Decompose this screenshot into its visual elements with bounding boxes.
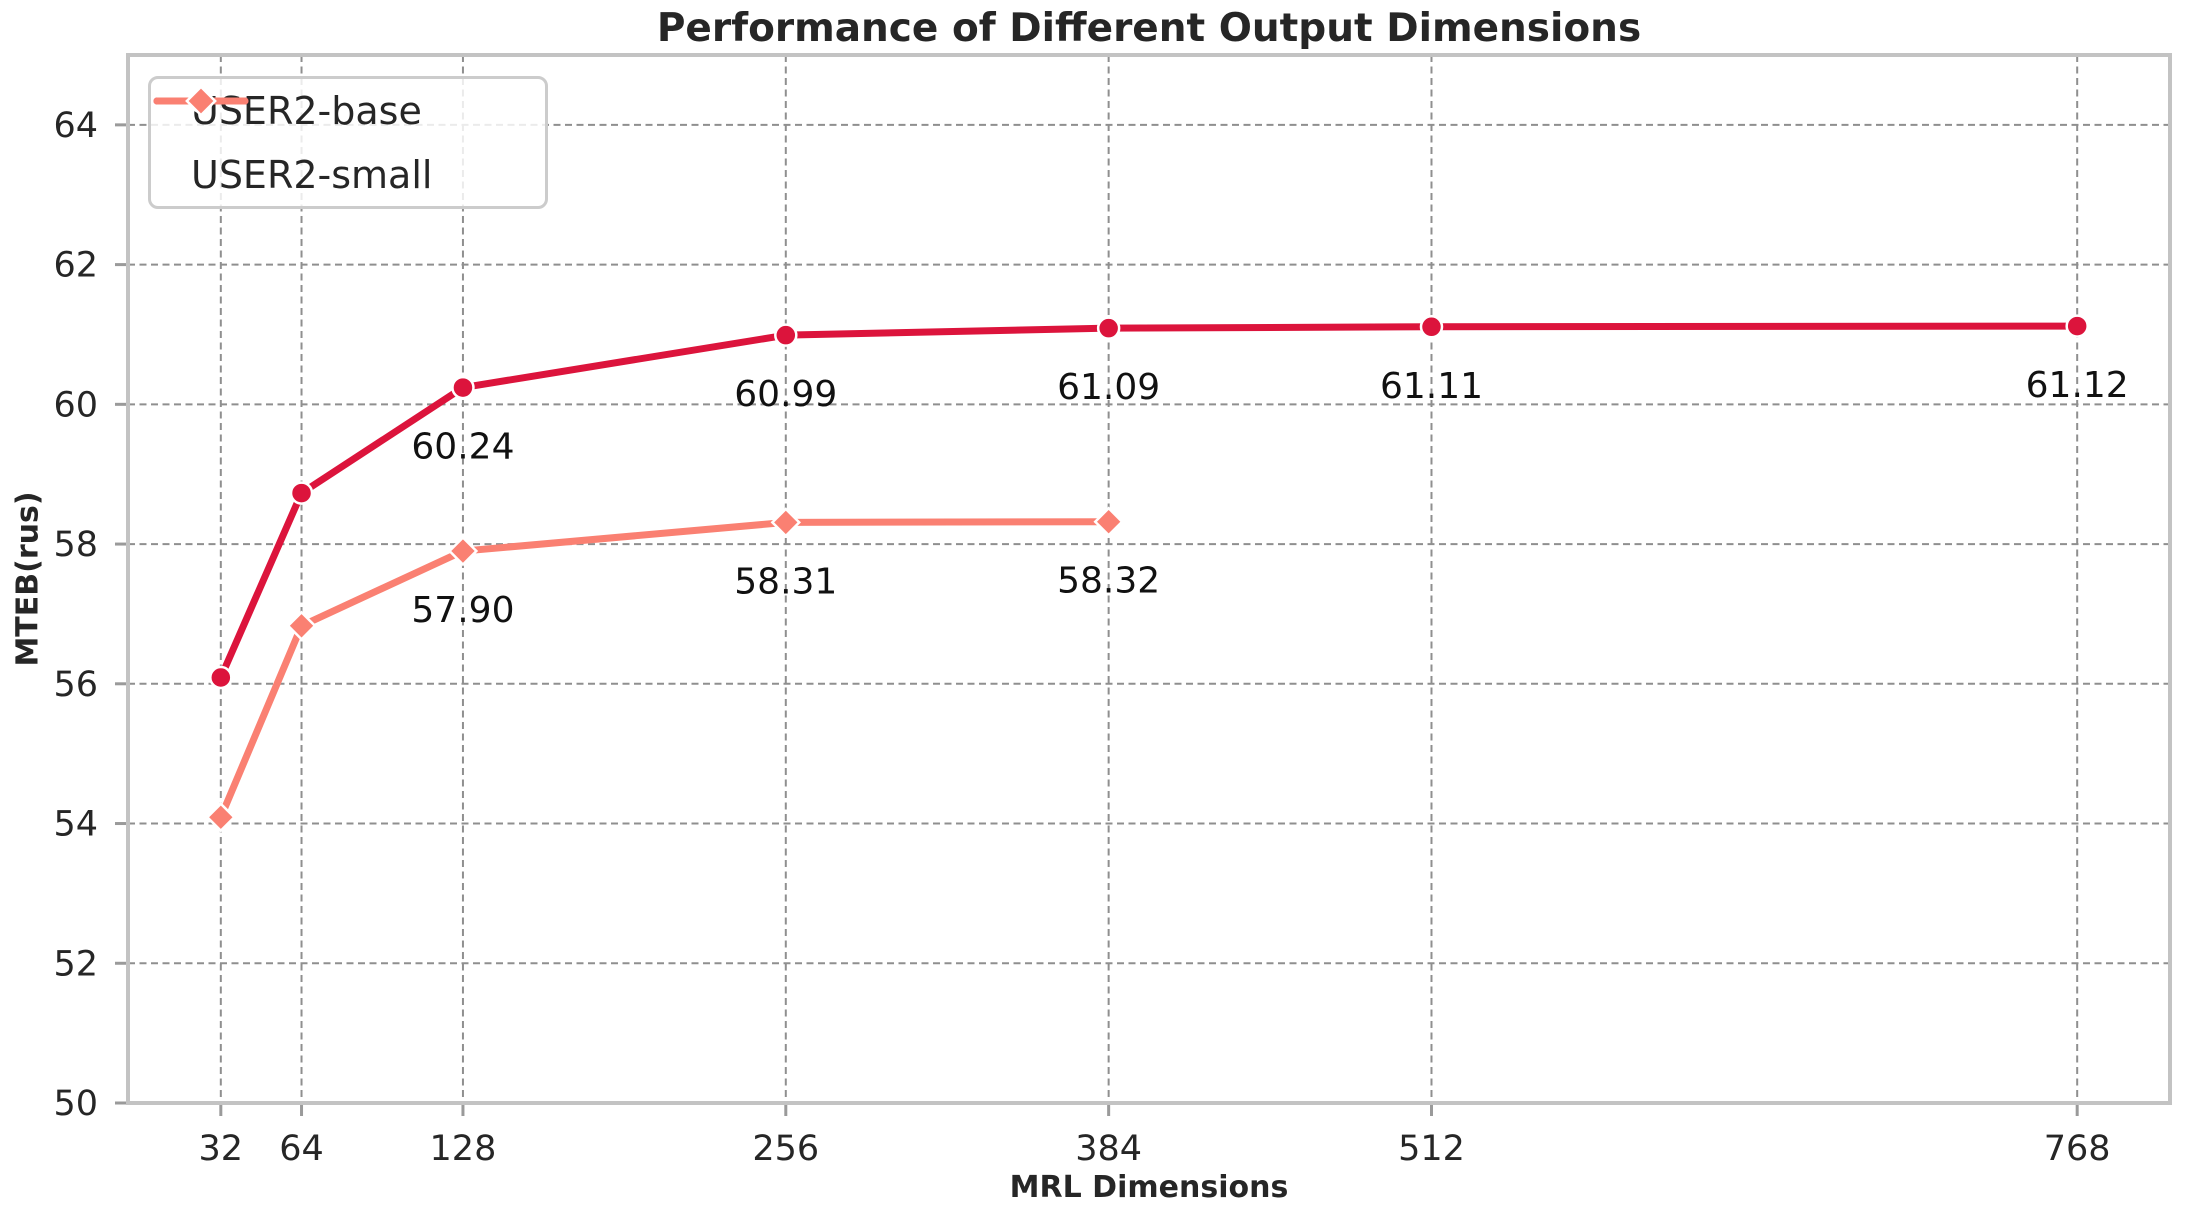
data-point-marker <box>286 610 317 642</box>
data-point-label: 60.99 <box>734 374 837 415</box>
x-tick-label: 512 <box>1398 1129 1465 1169</box>
y-tick-label: 62 <box>53 246 98 286</box>
y-tick-label: 54 <box>53 805 98 845</box>
y-tick-label: 64 <box>53 106 98 146</box>
data-point-marker <box>1096 316 1121 340</box>
y-axis-label: MTEB(rus) <box>10 491 46 667</box>
series-line-user2-small <box>217 518 1113 821</box>
data-point-marker <box>774 323 798 347</box>
x-axis-label: MRL Dimensions <box>1009 1170 1289 1205</box>
legend-label-user2-small: USER2-small <box>191 152 433 197</box>
y-tick-label: 58 <box>53 525 98 565</box>
data-point-label: 61.12 <box>2026 365 2129 406</box>
plot-border <box>126 53 2172 1105</box>
y-tick-label: 50 <box>53 1084 98 1124</box>
chart-title: Performance of Different Output Dimensio… <box>656 6 1642 51</box>
data-point-marker <box>2065 314 2089 338</box>
x-tick-label: 128 <box>430 1129 497 1169</box>
data-point-marker <box>447 535 479 567</box>
legend-label-user2-base: USER2-base <box>191 88 422 133</box>
y-tick-label: 56 <box>53 665 98 705</box>
data-point-marker <box>451 375 475 400</box>
y-tick-label: 52 <box>53 944 98 984</box>
legend: USER2-base USER2-small <box>148 76 548 209</box>
legend-entry-user2-small: USER2-small <box>153 85 545 203</box>
data-point-label: 61.09 <box>1057 367 1160 408</box>
data-point-label: 57.90 <box>411 590 514 631</box>
data-point-label: 60.24 <box>411 427 514 468</box>
y-tick-label: 60 <box>53 385 98 425</box>
x-tick-label: 64 <box>279 1129 324 1169</box>
data-point-marker <box>1419 315 1444 339</box>
data-point-marker <box>289 481 314 505</box>
x-tick-label: 32 <box>199 1129 244 1169</box>
x-tick-label: 256 <box>752 1129 819 1169</box>
data-point-marker <box>209 665 233 690</box>
data-point-label: 58.32 <box>1057 561 1160 602</box>
data-point-marker <box>1093 506 1124 537</box>
line-diamond-marker-icon <box>153 85 249 117</box>
data-point-marker <box>205 802 237 833</box>
data-point-label: 61.11 <box>1380 366 1483 407</box>
data-point-label: 58.31 <box>734 561 837 602</box>
x-tick-label: 384 <box>1075 1129 1142 1169</box>
x-tick-label: 768 <box>2044 1129 2111 1169</box>
data-point-marker <box>770 507 802 538</box>
